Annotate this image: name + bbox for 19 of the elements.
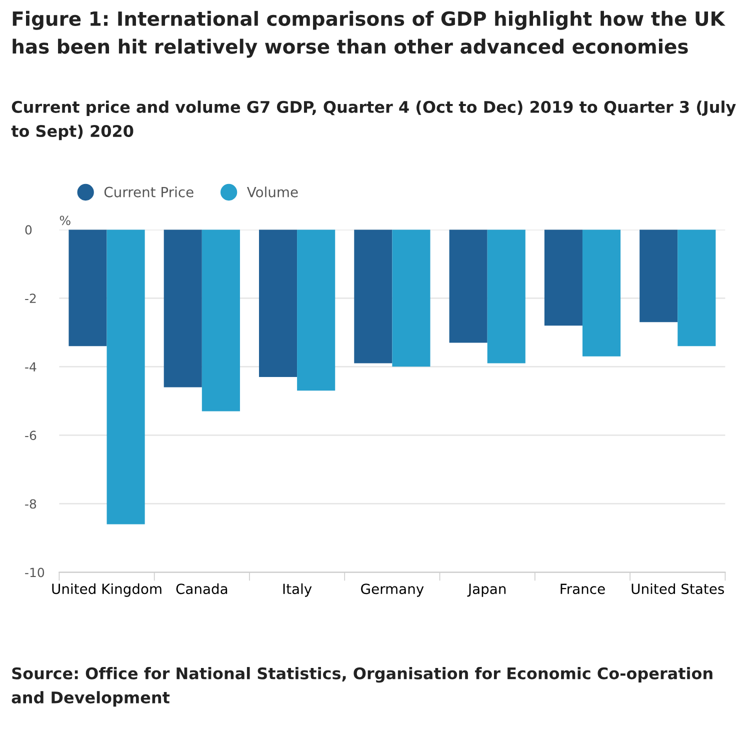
chart-title: Figure 1: International comparisons of GDP highlight how the UK has been hit relatively worse than other advanced economies xyxy=(12,10,726,58)
y-tick-label: -4 xyxy=(25,362,36,372)
x-tick-label: Germany xyxy=(361,584,424,597)
legend-label: Current Price xyxy=(104,186,194,198)
y-tick-label: -6 xyxy=(25,430,36,440)
source-note: Source: Office for National Statistics, Organisation for Economic Co-operation and Development xyxy=(12,667,712,707)
x-tick-label: United States xyxy=(632,583,724,594)
x-tick-label: United Kingdom xyxy=(52,583,162,597)
y-tick-label: 0 xyxy=(25,225,32,235)
y-tick-label: -10 xyxy=(25,568,44,578)
x-tick-label: Italy xyxy=(283,583,312,597)
y-axis-title: % xyxy=(60,216,70,226)
legend-label: Volume xyxy=(246,186,298,198)
x-tick-label: Japan xyxy=(467,584,506,597)
chart-subtitle: Current price and volume G7 GDP, Quarter 4 (Oct to Dec) 2019 to Quarter 3 (July to Sept) 2020 xyxy=(11,100,736,140)
y-tick-label: -2 xyxy=(25,294,36,303)
x-tick-label: Canada xyxy=(176,583,228,594)
x-tick-label: France xyxy=(560,584,605,594)
y-tick-label: -8 xyxy=(25,499,36,509)
